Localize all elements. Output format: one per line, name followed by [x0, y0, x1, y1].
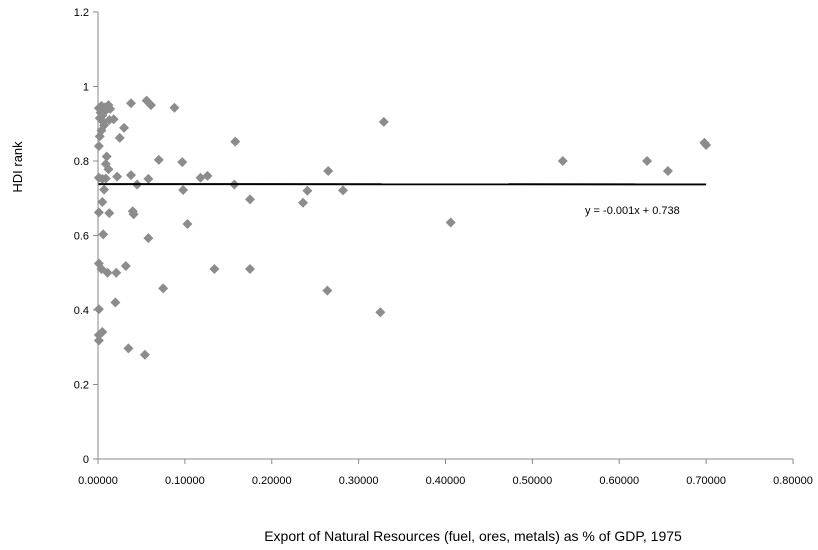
- y-tick-label: 0.8: [74, 156, 89, 168]
- data-point: [209, 264, 220, 275]
- data-point: [158, 283, 169, 294]
- data-point: [139, 349, 150, 360]
- data-point: [202, 170, 213, 181]
- data-point: [103, 164, 114, 175]
- data-point: [337, 185, 348, 196]
- data-point: [178, 185, 189, 196]
- data-point: [101, 151, 112, 162]
- data-point: [322, 285, 333, 296]
- x-tick-label: 0.60000: [599, 475, 639, 487]
- x-axis-title: Export of Natural Resources (fuel, ores,…: [264, 528, 682, 544]
- data-point: [102, 267, 113, 278]
- x-tick-label: 0.20000: [252, 475, 292, 487]
- data-point: [375, 307, 386, 318]
- x-axis-ticks: 0.00000 0.10000 0.20000 0.30000 0.40000 0.500…: [78, 459, 813, 487]
- data-point: [98, 229, 109, 240]
- data-point: [126, 170, 137, 181]
- data-point: [195, 172, 206, 183]
- y-axis-ticks: 0 0.2 0.4 0.6 0.8 1 1.2: [74, 7, 98, 466]
- data-point: [662, 166, 673, 177]
- data-point: [378, 116, 389, 127]
- x-tick-label: 0.10000: [165, 475, 205, 487]
- x-tick-label: 0.40000: [426, 475, 466, 487]
- data-point: [701, 139, 712, 150]
- data-point: [245, 264, 256, 275]
- data-point: [105, 103, 116, 114]
- data-point: [145, 100, 156, 111]
- y-tick-label: 0.4: [74, 305, 89, 317]
- data-point: [110, 297, 121, 308]
- data-point: [128, 209, 139, 220]
- data-point: [143, 233, 154, 244]
- x-tick-label: 0.30000: [339, 475, 379, 487]
- y-tick-label: 0: [83, 454, 89, 466]
- y-axis-title: HDI rank: [10, 141, 25, 193]
- data-point: [642, 156, 653, 166]
- data-point: [99, 184, 110, 195]
- data-point: [245, 194, 256, 205]
- data-point: [123, 343, 134, 354]
- data-point: [557, 156, 568, 166]
- x-tick-label: 0.70000: [686, 475, 726, 487]
- data-point: [114, 132, 125, 143]
- y-tick-label: 0.6: [74, 231, 89, 243]
- data-point: [153, 154, 164, 165]
- data-point: [182, 218, 193, 229]
- data-point: [177, 157, 188, 168]
- data-point: [302, 185, 313, 196]
- y-tick-label: 1: [83, 82, 89, 94]
- y-tick-label: 0.2: [74, 380, 89, 392]
- data-point: [94, 131, 105, 142]
- data-point: [93, 207, 104, 218]
- data-point: [97, 196, 108, 207]
- data-point: [120, 261, 131, 272]
- data-point: [93, 335, 104, 346]
- data-point: [445, 217, 456, 228]
- y-tick-label: 1.2: [74, 7, 89, 19]
- x-tick-label: 0.00000: [78, 475, 118, 487]
- data-point: [108, 114, 119, 125]
- data-point: [169, 102, 180, 113]
- data-point: [323, 166, 334, 177]
- data-point: [111, 267, 122, 278]
- data-point: [126, 98, 137, 109]
- data-point: [93, 141, 104, 152]
- data-point: [298, 197, 309, 208]
- x-tick-label: 0.80000: [773, 475, 813, 487]
- data-point: [104, 208, 115, 219]
- data-point: [143, 173, 154, 184]
- data-point: [119, 122, 130, 133]
- x-tick-label: 0.50000: [512, 475, 552, 487]
- data-point: [230, 136, 241, 147]
- data-point: [93, 329, 104, 340]
- data-points-layer: [93, 95, 712, 360]
- data-point: [93, 304, 104, 315]
- data-point: [100, 173, 111, 184]
- trendline-equation: y = -0.001x + 0.738: [585, 205, 680, 217]
- data-point: [112, 171, 123, 182]
- data-point: [99, 120, 110, 131]
